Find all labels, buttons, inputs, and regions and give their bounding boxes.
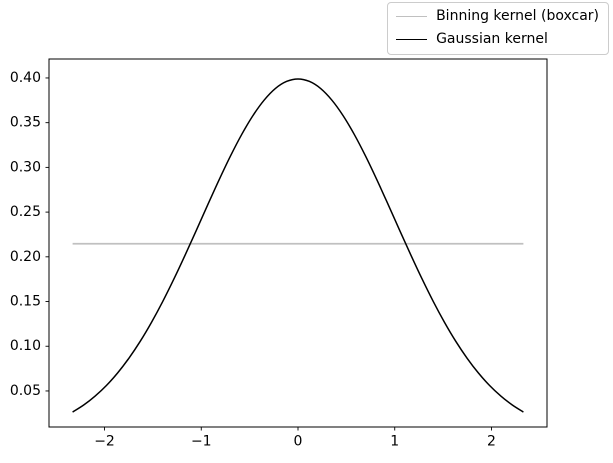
binning-kernel-line-swatch bbox=[396, 15, 428, 18]
y-tick-label: 0.40 bbox=[10, 70, 41, 86]
x-tick-label: −1 bbox=[191, 434, 212, 450]
legend-item-gaussian-kernel: Gaussian kernel bbox=[396, 31, 599, 48]
legend-item-binning-kernel: Binning kernel (boxcar) bbox=[396, 8, 599, 25]
x-tick-label: −2 bbox=[94, 434, 115, 450]
y-tick-label: 0.35 bbox=[10, 115, 41, 131]
x-tick-label: 0 bbox=[294, 434, 303, 450]
y-tick-label: 0.15 bbox=[10, 294, 41, 310]
y-tick-label: 0.10 bbox=[10, 338, 41, 354]
legend-label-gaussian-kernel: Gaussian kernel bbox=[436, 31, 548, 47]
gaussian-kernel-line-swatch bbox=[396, 38, 428, 41]
y-tick-label: 0.20 bbox=[10, 249, 41, 265]
y-tick-label: 0.05 bbox=[10, 383, 41, 399]
x-tick-label: 1 bbox=[390, 434, 399, 450]
y-tick-label: 0.25 bbox=[10, 204, 41, 220]
legend: Binning kernel (boxcar) Gaussian kernel bbox=[387, 2, 609, 55]
y-tick-label: 0.30 bbox=[10, 159, 41, 175]
legend-label-binning-kernel: Binning kernel (boxcar) bbox=[436, 8, 599, 24]
x-tick-label: 2 bbox=[487, 434, 496, 450]
series-line-1 bbox=[72, 78, 524, 413]
